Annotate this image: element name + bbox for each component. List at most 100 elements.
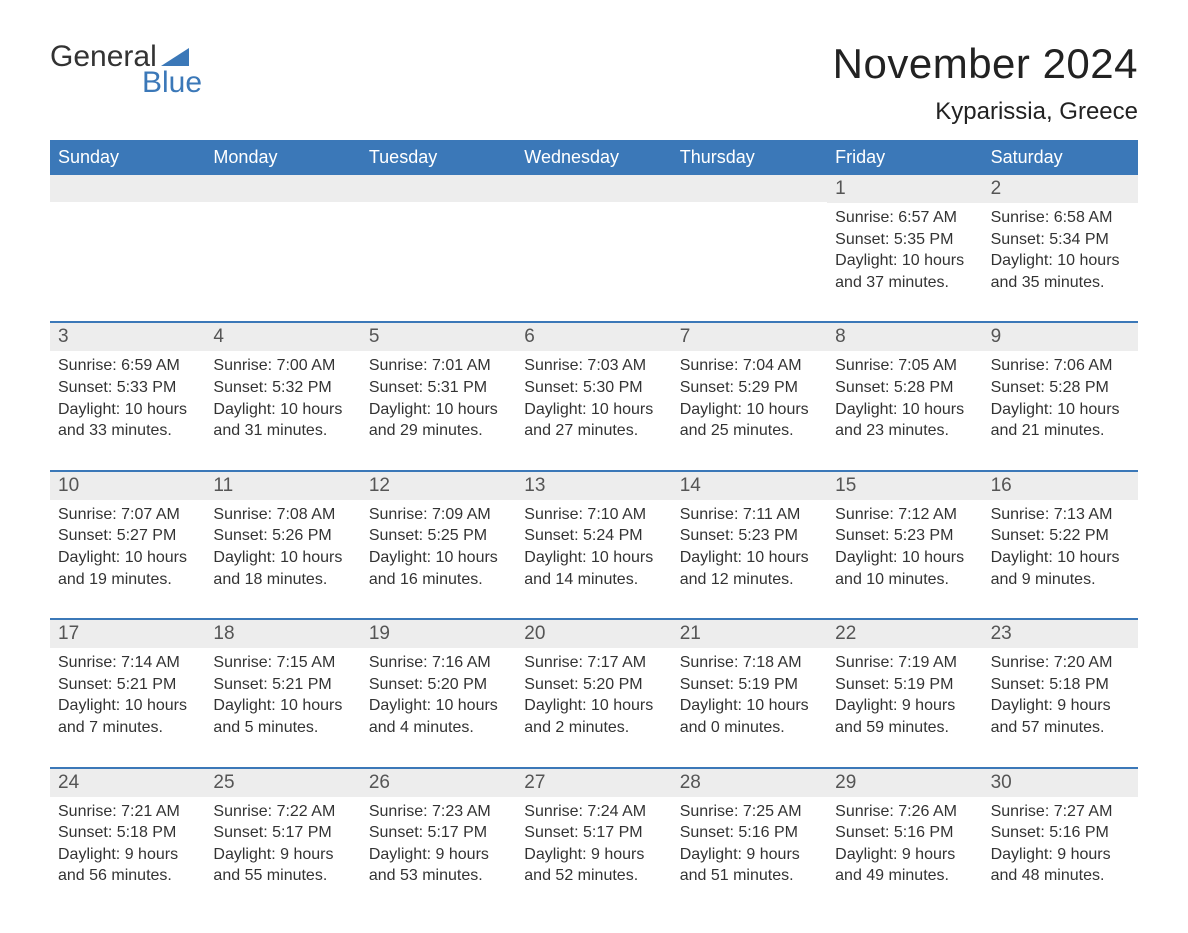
dow-monday: Monday <box>205 140 360 175</box>
sunrise-text: Sunrise: 7:11 AM <box>680 504 819 526</box>
day-number: 23 <box>983 620 1138 648</box>
calendar-day: 18Sunrise: 7:15 AMSunset: 5:21 PMDayligh… <box>205 620 360 744</box>
daylight2-text: and 29 minutes. <box>369 420 508 442</box>
sunset-text: Sunset: 5:26 PM <box>213 525 352 547</box>
sunset-text: Sunset: 5:27 PM <box>58 525 197 547</box>
calendar-day: 17Sunrise: 7:14 AMSunset: 5:21 PMDayligh… <box>50 620 205 744</box>
sunset-text: Sunset: 5:33 PM <box>58 377 197 399</box>
daylight1-text: Daylight: 9 hours <box>58 844 197 866</box>
daylight1-text: Daylight: 9 hours <box>213 844 352 866</box>
daylight2-text: and 52 minutes. <box>524 865 663 887</box>
dow-thursday: Thursday <box>672 140 827 175</box>
weeks-container: 1Sunrise: 6:57 AMSunset: 5:35 PMDaylight… <box>50 175 1138 893</box>
calendar-day <box>361 175 516 299</box>
daylight2-text: and 0 minutes. <box>680 717 819 739</box>
calendar-day: 29Sunrise: 7:26 AMSunset: 5:16 PMDayligh… <box>827 769 982 893</box>
sunrise-text: Sunrise: 7:24 AM <box>524 801 663 823</box>
sunrise-text: Sunrise: 7:01 AM <box>369 355 508 377</box>
daylight1-text: Daylight: 9 hours <box>835 844 974 866</box>
calendar-day: 3 Sunrise: 6:59 AMSunset: 5:33 PMDaylight… <box>50 323 205 447</box>
sunset-text: Sunset: 5:24 PM <box>524 525 663 547</box>
calendar-day: 23Sunrise: 7:20 AMSunset: 5:18 PMDayligh… <box>983 620 1138 744</box>
sunrise-text: Sunrise: 7:16 AM <box>369 652 508 674</box>
sunrise-text: Sunrise: 7:20 AM <box>991 652 1130 674</box>
daylight2-text: and 14 minutes. <box>524 569 663 591</box>
sunset-text: Sunset: 5:19 PM <box>835 674 974 696</box>
daylight1-text: Daylight: 10 hours <box>835 547 974 569</box>
sunrise-text: Sunrise: 7:14 AM <box>58 652 197 674</box>
sunrise-text: Sunrise: 7:06 AM <box>991 355 1130 377</box>
day-number: 26 <box>361 769 516 797</box>
dow-wednesday: Wednesday <box>516 140 671 175</box>
header-row: General Blue November 2024 Kyparissia, G… <box>50 40 1138 126</box>
day-number: 6 <box>516 323 671 351</box>
sunset-text: Sunset: 5:23 PM <box>835 525 974 547</box>
calendar-day: 19Sunrise: 7:16 AMSunset: 5:20 PMDayligh… <box>361 620 516 744</box>
daylight1-text: Daylight: 10 hours <box>991 250 1130 272</box>
calendar-day: 5Sunrise: 7:01 AMSunset: 5:31 PMDaylight… <box>361 323 516 447</box>
daylight1-text: Daylight: 10 hours <box>369 695 508 717</box>
daylight1-text: Daylight: 10 hours <box>680 399 819 421</box>
daylight2-text: and 10 minutes. <box>835 569 974 591</box>
day-number: 3 <box>50 323 205 351</box>
calendar-day <box>516 175 671 299</box>
sunrise-text: Sunrise: 7:03 AM <box>524 355 663 377</box>
day-number: 19 <box>361 620 516 648</box>
calendar-day: 28Sunrise: 7:25 AMSunset: 5:16 PMDayligh… <box>672 769 827 893</box>
daylight2-text: and 7 minutes. <box>58 717 197 739</box>
sunrise-text: Sunrise: 7:00 AM <box>213 355 352 377</box>
day-number: 13 <box>516 472 671 500</box>
day-number: 17 <box>50 620 205 648</box>
calendar-day: 12Sunrise: 7:09 AMSunset: 5:25 PMDayligh… <box>361 472 516 596</box>
day-number: 11 <box>205 472 360 500</box>
sunset-text: Sunset: 5:28 PM <box>991 377 1130 399</box>
sunset-text: Sunset: 5:19 PM <box>680 674 819 696</box>
sunrise-text: Sunrise: 7:10 AM <box>524 504 663 526</box>
dow-saturday: Saturday <box>983 140 1138 175</box>
dow-tuesday: Tuesday <box>361 140 516 175</box>
day-number: 15 <box>827 472 982 500</box>
calendar-week: 10Sunrise: 7:07 AMSunset: 5:27 PMDayligh… <box>50 470 1138 596</box>
day-number <box>205 175 360 202</box>
daylight1-text: Daylight: 10 hours <box>58 399 197 421</box>
sunset-text: Sunset: 5:21 PM <box>213 674 352 696</box>
day-number: 12 <box>361 472 516 500</box>
day-number <box>516 175 671 202</box>
sunrise-text: Sunrise: 7:26 AM <box>835 801 974 823</box>
dow-friday: Friday <box>827 140 982 175</box>
calendar-grid: Sunday Monday Tuesday Wednesday Thursday… <box>50 140 1138 893</box>
sunset-text: Sunset: 5:18 PM <box>991 674 1130 696</box>
daylight2-text: and 48 minutes. <box>991 865 1130 887</box>
daylight1-text: Daylight: 9 hours <box>991 844 1130 866</box>
daylight2-text: and 35 minutes. <box>991 272 1130 294</box>
day-number <box>672 175 827 202</box>
calendar-week: 1Sunrise: 6:57 AMSunset: 5:35 PMDaylight… <box>50 175 1138 299</box>
daylight2-text: and 49 minutes. <box>835 865 974 887</box>
sunrise-text: Sunrise: 6:59 AM <box>58 355 197 377</box>
daylight1-text: Daylight: 10 hours <box>680 547 819 569</box>
sunrise-text: Sunrise: 7:17 AM <box>524 652 663 674</box>
sunrise-text: Sunrise: 7:09 AM <box>369 504 508 526</box>
sunset-text: Sunset: 5:18 PM <box>58 822 197 844</box>
day-number: 8 <box>827 323 982 351</box>
calendar-day: 14Sunrise: 7:11 AMSunset: 5:23 PMDayligh… <box>672 472 827 596</box>
flag-icon <box>161 40 189 58</box>
day-number: 5 <box>361 323 516 351</box>
sunset-text: Sunset: 5:30 PM <box>524 377 663 399</box>
sunset-text: Sunset: 5:16 PM <box>835 822 974 844</box>
daylight1-text: Daylight: 10 hours <box>991 547 1130 569</box>
day-number: 2 <box>983 175 1138 203</box>
daylight1-text: Daylight: 10 hours <box>835 250 974 272</box>
day-number: 28 <box>672 769 827 797</box>
sunrise-text: Sunrise: 7:18 AM <box>680 652 819 674</box>
daylight2-text: and 59 minutes. <box>835 717 974 739</box>
calendar-page: General Blue November 2024 Kyparissia, G… <box>0 0 1188 933</box>
calendar-day: 6 Sunrise: 7:03 AMSunset: 5:30 PMDaylight… <box>516 323 671 447</box>
daylight1-text: Daylight: 10 hours <box>524 399 663 421</box>
day-number: 21 <box>672 620 827 648</box>
day-number: 16 <box>983 472 1138 500</box>
daylight2-text: and 31 minutes. <box>213 420 352 442</box>
sunset-text: Sunset: 5:17 PM <box>213 822 352 844</box>
calendar-day: 8Sunrise: 7:05 AMSunset: 5:28 PMDaylight… <box>827 323 982 447</box>
sunrise-text: Sunrise: 7:05 AM <box>835 355 974 377</box>
